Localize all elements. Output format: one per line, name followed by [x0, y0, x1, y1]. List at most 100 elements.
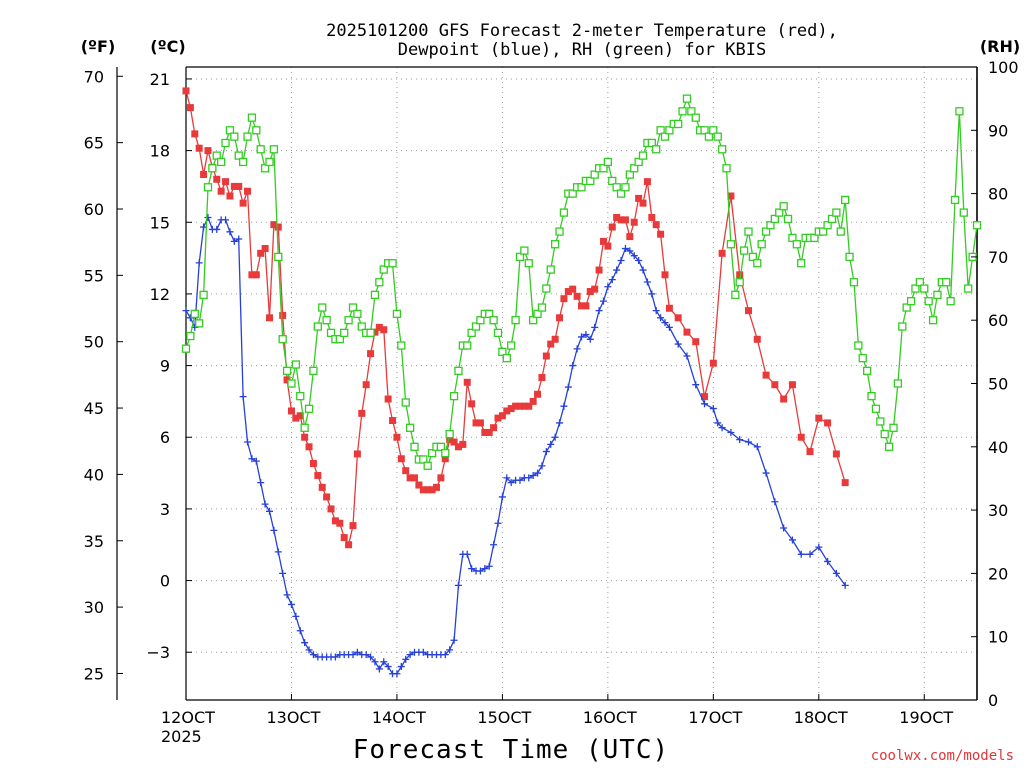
- dewpoint-point: [380, 658, 388, 666]
- temperature-point: [692, 338, 700, 346]
- rh-point: [550, 240, 560, 249]
- dewpoint-point: [556, 419, 564, 427]
- temperature-point: [771, 381, 779, 389]
- rh-point: [950, 195, 960, 205]
- temperature-point: [709, 359, 717, 367]
- temperature-point: [301, 433, 309, 441]
- temperature-point: [547, 340, 555, 348]
- temperature-point: [806, 448, 814, 456]
- temperature-point: [661, 271, 669, 279]
- dewpoint-point: [639, 266, 647, 274]
- rh-point: [375, 278, 384, 287]
- temperature-point: [217, 187, 225, 195]
- dewpoint-point: [274, 548, 282, 556]
- temperature-point: [230, 182, 238, 190]
- fahrenheit-tick-label: 30: [84, 598, 104, 617]
- fahrenheit-tick-label: 70: [84, 67, 104, 86]
- rh-point: [726, 240, 736, 249]
- x-tick-label: 17OCT: [688, 708, 742, 727]
- rh-point: [884, 442, 894, 451]
- dewpoint-point: [270, 526, 278, 534]
- series-line-dewpoint: [185, 215, 846, 675]
- celsius-unit-label: (ºC): [150, 37, 185, 56]
- dewpoint-point: [529, 471, 537, 479]
- rh-point: [419, 455, 428, 464]
- rh-point: [665, 126, 674, 135]
- dewpoint-point: [441, 651, 449, 659]
- temperature-point: [349, 522, 357, 530]
- rh-point: [348, 303, 358, 312]
- rh-point: [652, 145, 661, 154]
- dewpoint-point: [661, 319, 669, 327]
- temperature-point: [595, 266, 603, 274]
- dewpoint-point: [213, 225, 221, 233]
- rh-point: [797, 259, 806, 268]
- rh-point: [616, 189, 626, 198]
- rh-point: [445, 429, 454, 439]
- rh-point: [608, 176, 617, 186]
- rh-point: [221, 138, 230, 148]
- dewpoint-point: [753, 443, 761, 451]
- credit-text: coolwx.com/models: [871, 748, 1014, 764]
- dewpoint-point: [507, 479, 515, 487]
- temperature-point: [674, 314, 682, 322]
- rh-point: [647, 138, 656, 148]
- rh-tick-label: 80: [988, 185, 1008, 204]
- rh-point: [203, 183, 213, 192]
- fahrenheit-tick-label: 45: [84, 399, 104, 418]
- dewpoint-point: [788, 536, 796, 544]
- rh-point: [783, 214, 793, 224]
- temperature-point: [635, 194, 643, 202]
- rh-point: [748, 252, 758, 262]
- rh-point: [823, 221, 832, 230]
- temperature-point: [283, 376, 291, 384]
- temperature-point: [296, 412, 304, 420]
- rh-point: [559, 208, 569, 217]
- dewpoint-point: [498, 493, 506, 501]
- rh-point: [529, 316, 538, 325]
- dewpoint-point: [582, 331, 590, 339]
- temperature-point: [498, 412, 506, 420]
- fahrenheit-tick-label: 25: [84, 664, 104, 683]
- rh-point: [766, 221, 775, 230]
- rh-point: [920, 284, 929, 293]
- dewpoint-point: [283, 591, 291, 599]
- rh-point: [441, 448, 450, 458]
- dewpoint-point: [367, 653, 375, 661]
- dewpoint-point: [648, 290, 656, 298]
- rh-point: [476, 316, 485, 325]
- celsius-tick-label: 6: [160, 428, 170, 447]
- temperature-point: [424, 486, 432, 494]
- temperature-point: [318, 483, 326, 491]
- rh-point: [911, 284, 920, 293]
- dewpoint-point: [239, 393, 247, 401]
- temperature-point: [371, 328, 379, 336]
- dewpoint-point: [279, 569, 287, 577]
- x-tick-label: 18OCT: [794, 708, 848, 727]
- temperature-point: [463, 378, 471, 386]
- temperature-point: [683, 328, 691, 336]
- temperature-point: [626, 233, 634, 241]
- rh-point: [520, 246, 529, 255]
- rh-point: [247, 113, 257, 122]
- dewpoint-point: [296, 627, 304, 635]
- dewpoint-point: [744, 438, 752, 446]
- temperature-point: [564, 288, 572, 296]
- rh-point: [709, 126, 718, 135]
- rh-point: [827, 214, 837, 224]
- temperature-point: [402, 467, 410, 475]
- celsius-tick-label: 18: [150, 142, 170, 161]
- rh-point: [792, 240, 801, 249]
- dewpoint-point: [371, 658, 379, 666]
- rh-point: [819, 227, 828, 236]
- temperature-point: [494, 414, 502, 422]
- temperature-point: [331, 517, 339, 525]
- rh-point: [405, 423, 415, 432]
- dewpoint-point: [454, 581, 462, 589]
- dewpoint-point: [621, 245, 629, 253]
- temperature-point: [309, 460, 317, 468]
- dewpoint-point: [463, 550, 471, 558]
- temperature-point: [468, 400, 476, 408]
- dewpoint-point: [591, 323, 599, 331]
- rh-point: [841, 195, 850, 205]
